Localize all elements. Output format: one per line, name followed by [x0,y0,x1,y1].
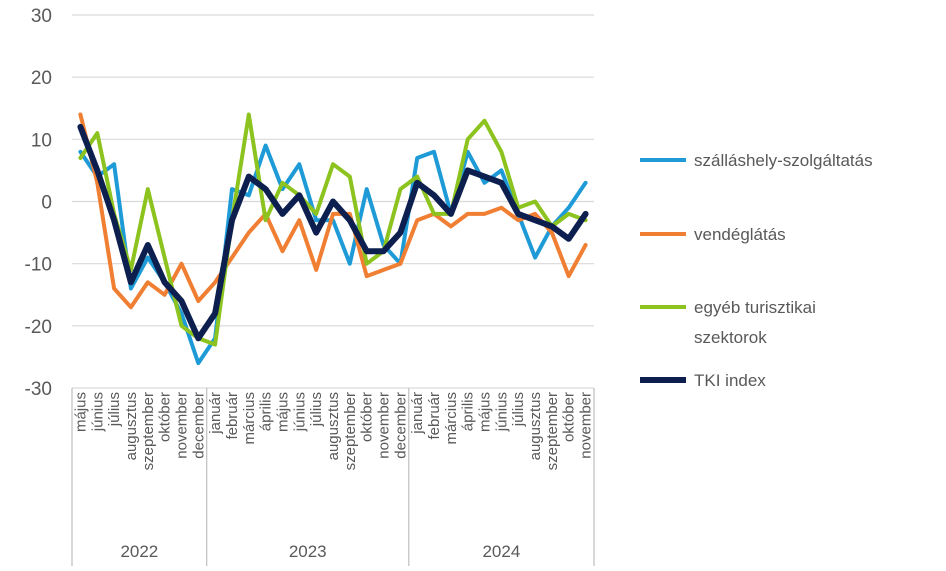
x-tick-label: április [258,392,275,431]
x-tick-label: december [190,392,207,459]
x-tick-label: július [308,392,325,427]
x-tick-label: március [443,392,460,445]
x-tick-label: március [241,392,258,445]
year-label: 2022 [120,542,158,561]
y-axis-labels: 30 20 10 0 -10 -20 -30 [25,6,52,400]
x-tick-label: február [224,392,241,440]
y-tick-label: -20 [25,317,52,338]
y-tick-label: -30 [25,379,52,400]
x-tick-label: október [561,392,578,442]
x-tick-label: május [477,392,494,432]
y-tick-label: 20 [31,68,52,89]
y-tick-label: -10 [25,255,52,276]
legend-label-tki-index: TKI index [694,371,766,390]
x-tick-label: július [106,392,123,427]
year-label: 2023 [289,542,327,561]
x-tick-label: június [89,392,106,432]
y-tick-label: 10 [31,130,52,151]
legend-label-szallashely-szolgaltatas: szálláshely-szolgáltatás [694,151,873,170]
x-tick-label: április [460,392,477,431]
x-tick-label: július [510,392,527,427]
x-tick-label: június [291,392,308,432]
x-tick-label: október [359,392,376,442]
x-tick-label: június [493,392,510,432]
series-line-egyeb-turisztikai-szektorok [78,112,588,347]
x-tick-label: november [578,392,595,459]
y-tick-label: 30 [31,6,52,27]
x-tick-label: augusztus [123,392,140,460]
x-tick-label: január [409,392,426,435]
x-tick-label: szeptember [140,392,157,470]
x-tick-label: január [207,392,224,435]
legend: szálláshely-szolgáltatás vendéglátás egyéb… [640,151,873,390]
series-line-vendeglatas [78,112,588,310]
series-lines [77,112,589,366]
legend-label-egyeb-turisztikai-szektorok: egyéb turisztikai szektorok [694,298,816,347]
legend-label-vendeglatas: vendéglátás [694,225,786,244]
y-tick-label: 0 [41,193,52,214]
year-label: 2024 [482,542,520,561]
x-tick-label: május [72,392,89,432]
x-tick-label: augusztus [527,392,544,460]
x-tick-label: november [376,392,393,459]
x-tick-label: október [157,392,174,442]
x-tick-label: május [274,392,291,432]
x-tick-label: augusztus [325,392,342,460]
x-tick-label: február [426,392,443,440]
x-tick-label: december [392,392,409,459]
x-tick-label: szeptember [544,392,561,470]
series-line-tki-index [77,123,589,342]
x-tick-label: november [173,392,190,459]
x-axis: május június július augusztus szeptember októ… [71,388,595,566]
x-tick-label: szeptember [342,392,359,470]
